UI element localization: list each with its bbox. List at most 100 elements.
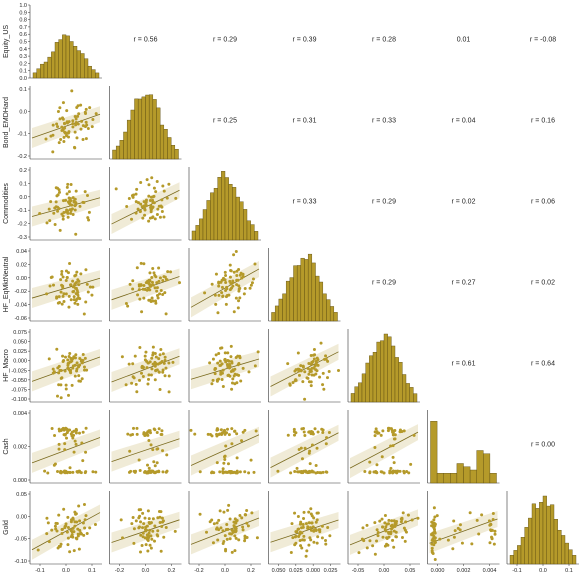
- scatter-point: [66, 271, 70, 275]
- y-tick-label: -0.2: [18, 154, 27, 160]
- scatter-point: [70, 530, 74, 534]
- scatter-point: [239, 379, 243, 383]
- scatter-point: [78, 204, 82, 208]
- scatter-point: [83, 190, 87, 194]
- scatter-point: [153, 217, 157, 221]
- scatter-point: [144, 204, 148, 208]
- scatter-point: [155, 213, 159, 217]
- scatter-point: [312, 347, 316, 351]
- regression-line: [111, 189, 180, 225]
- scatter-point: [114, 187, 118, 191]
- histogram-bar: [524, 527, 529, 565]
- scatter-point: [308, 536, 312, 540]
- confidence-band: [429, 511, 498, 554]
- y-tick-label: -0.2: [18, 222, 27, 228]
- histogram-bar: [289, 277, 294, 322]
- subplot-HF_Macro-vs-HF_EqMktNeutral: [268, 329, 341, 403]
- y-tick-label: 0.025: [13, 349, 27, 355]
- scatter-point: [381, 429, 385, 433]
- scatter-point: [452, 535, 456, 539]
- y-tick-label: 0.1: [19, 69, 27, 75]
- scatter-point: [140, 205, 144, 209]
- histogram-bar: [243, 209, 248, 241]
- scatter-point: [433, 515, 437, 519]
- histogram-bar: [217, 177, 222, 241]
- scatter-point: [144, 350, 148, 354]
- scatter-point: [214, 302, 218, 306]
- scatter-point: [236, 354, 240, 358]
- scatter-point: [63, 369, 67, 373]
- scatter-point: [150, 367, 154, 371]
- scatter-point: [385, 536, 389, 540]
- scatter-point: [321, 430, 325, 434]
- scatter-point: [205, 530, 209, 534]
- scatter-point: [254, 429, 258, 433]
- scatter-point: [218, 359, 222, 363]
- scatter-point: [391, 538, 395, 542]
- x-tick-label: -0.2: [115, 568, 124, 573]
- scatter-point: [218, 363, 222, 367]
- scatter-point: [165, 469, 169, 473]
- scatter-point: [141, 526, 145, 530]
- scatter-point: [69, 182, 73, 186]
- scatter-point: [241, 528, 245, 532]
- scatter-point: [58, 228, 62, 232]
- scatter-point: [142, 296, 146, 300]
- scatter-point: [404, 520, 408, 524]
- scatter-point: [238, 286, 242, 290]
- scatter-point: [456, 526, 460, 530]
- scatter-point: [136, 293, 140, 297]
- scatter-point: [64, 355, 68, 359]
- scatter-point: [71, 196, 75, 200]
- scatter-point: [300, 427, 304, 431]
- x-tick-label: 0.000: [431, 568, 445, 573]
- histogram-bar: [43, 61, 48, 79]
- scatter-point: [138, 345, 142, 349]
- scatter-point: [160, 433, 164, 437]
- confidence-band: [32, 189, 100, 227]
- scatter-point: [155, 447, 159, 451]
- scatter-point: [159, 361, 163, 365]
- histogram-bar: [365, 362, 370, 403]
- scatter-point: [289, 550, 293, 554]
- scatter-point: [302, 538, 306, 542]
- histogram-bar: [137, 98, 143, 160]
- scatter-point: [65, 109, 69, 113]
- scatter-point: [57, 513, 61, 517]
- scatter-point: [430, 546, 434, 550]
- histogram-bar: [550, 504, 555, 565]
- scatter-point: [223, 458, 227, 462]
- scatter-point: [249, 458, 253, 462]
- correlation-label: r = 0.33: [372, 118, 396, 125]
- histogram-bar: [167, 137, 172, 160]
- correlation-label: r = 0.39: [293, 37, 317, 44]
- histogram-bar: [159, 124, 165, 160]
- scatter-point: [77, 547, 81, 551]
- scatter-point: [156, 296, 160, 300]
- scatter-point: [153, 524, 157, 528]
- scatter-point: [363, 470, 367, 474]
- scatter-point: [147, 194, 151, 198]
- scatter-point: [150, 537, 154, 541]
- scatter-point: [215, 461, 219, 465]
- histogram-bar: [557, 529, 562, 565]
- scatter-point: [236, 363, 240, 367]
- correlation-label: r = 0.04: [452, 118, 476, 125]
- scatter-point: [301, 523, 305, 527]
- scatter-point: [319, 341, 323, 345]
- correlation-label: r = 0.29: [213, 37, 237, 44]
- scatter-point: [174, 196, 178, 200]
- scatter-point: [376, 530, 380, 534]
- scatter-point: [230, 528, 234, 532]
- scatter-point: [235, 470, 239, 474]
- scatter-point: [326, 526, 330, 530]
- scatter-point: [66, 215, 70, 219]
- scatter-point: [392, 437, 396, 441]
- scatter-point: [221, 467, 225, 471]
- scatter-point: [293, 369, 297, 373]
- regression-line: [111, 355, 180, 383]
- scatter-point: [295, 466, 299, 470]
- scatter-point: [225, 523, 229, 527]
- scatter-point: [154, 301, 158, 305]
